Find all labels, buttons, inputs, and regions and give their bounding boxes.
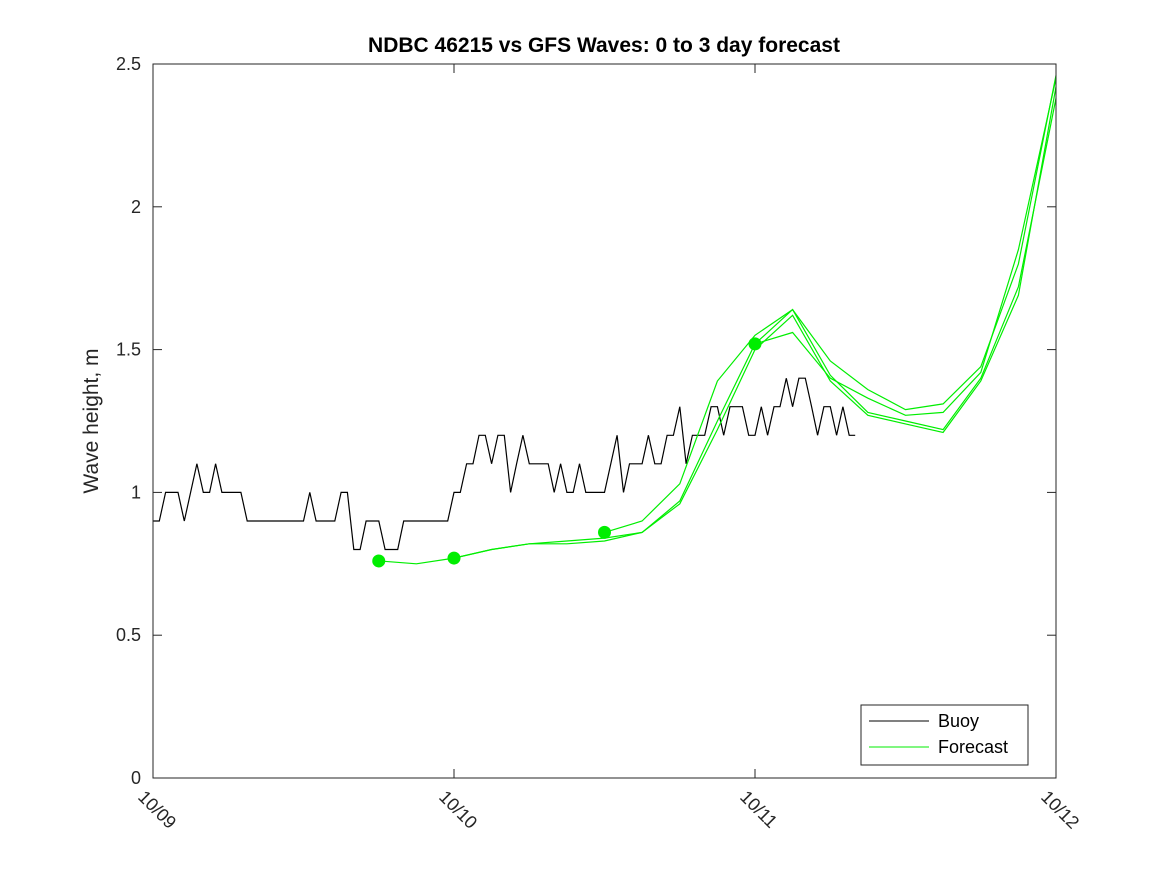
forecast-line (754, 78, 1057, 416)
forecast-start-marker (447, 551, 461, 565)
y-axis-label: Wave height, m (80, 348, 103, 493)
legend-forecast-label: Forecast (938, 737, 1008, 757)
forecast-line (453, 86, 1057, 559)
legend: Buoy Forecast (860, 704, 1029, 766)
y-tick-label: 2 (131, 197, 141, 217)
x-tick-label: 10/09 (134, 787, 180, 833)
y-tick-label: 0 (131, 768, 141, 788)
x-tick-label: 10/12 (1037, 787, 1083, 833)
y-tick-label: 2.5 (116, 54, 141, 74)
x-tick-label: 10/11 (736, 787, 781, 832)
y-tick-label: 1.5 (116, 340, 141, 360)
forecast-start-marker (598, 525, 611, 539)
forecast-line (604, 75, 1057, 533)
forecast-start-marker (748, 337, 762, 351)
legend-box (860, 704, 1029, 766)
forecast-line (378, 98, 1057, 565)
forecast-start-marker (372, 554, 386, 568)
plot-area (153, 75, 1057, 568)
legend-buoy-label: Buoy (938, 711, 979, 731)
y-tick-label: 1 (131, 482, 141, 502)
plot-frame (152, 63, 1057, 779)
y-tick-label: 0.5 (116, 625, 141, 645)
buoy-line (153, 377, 856, 551)
chart-title: NDBC 46215 vs GFS Waves: 0 to 3 day fore… (368, 34, 840, 57)
x-tick-label: 10/10 (435, 787, 481, 833)
